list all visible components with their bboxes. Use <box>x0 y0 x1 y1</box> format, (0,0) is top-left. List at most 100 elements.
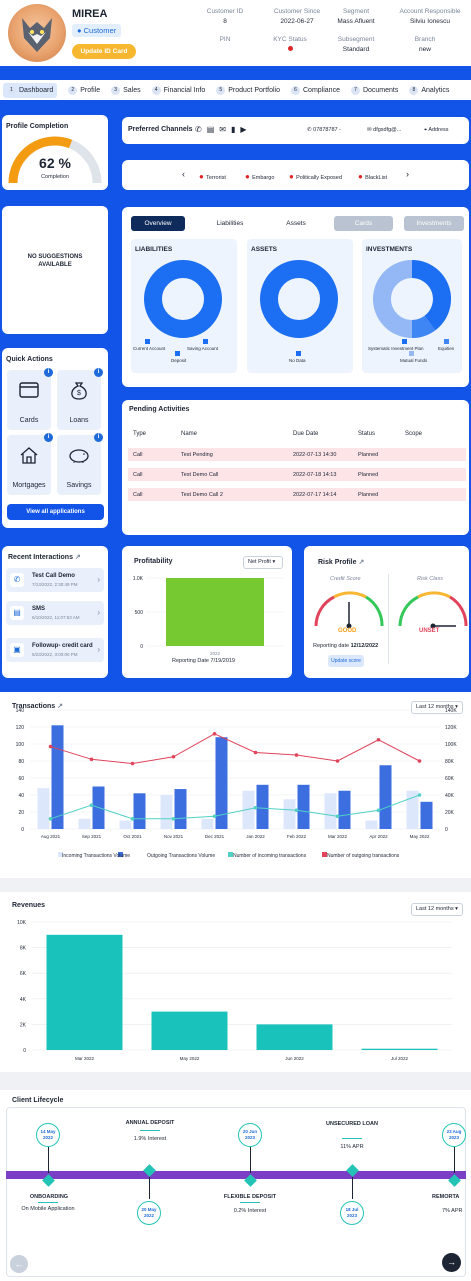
profit-metric-select[interactable]: Net Profit ▾ <box>243 556 283 569</box>
revenues-section: Revenues Last 12 months ▾ 0 2K 4K 6K 8K 10K Ma… <box>0 892 471 1072</box>
y-tick-label: 0 <box>23 1048 26 1054</box>
legend-swatch <box>228 852 233 857</box>
transactions-period-select[interactable]: Last 12 months ▾ <box>411 701 463 714</box>
profile-completion-card: Profile Completion 62 % Completion <box>2 115 108 190</box>
document-icon[interactable]: ▮ <box>230 125 236 134</box>
tab-liabilities[interactable]: Liabilities <box>216 220 244 227</box>
line-point <box>376 737 381 742</box>
milestone-title: REMORTA <box>432 1194 460 1200</box>
y2-tick-label: 20K <box>445 810 455 816</box>
investments-donut <box>373 260 451 338</box>
customer-name: MIREA <box>72 8 108 20</box>
table-row[interactable]: Call Test Pending 2022-07-13 14:30 Plann… <box>128 448 466 461</box>
update-score-button[interactable]: Update score <box>328 655 364 667</box>
profitability-chart: 0 500 1.0K 2022 <box>133 576 284 656</box>
tab-cards[interactable]: Cards <box>334 216 393 231</box>
external-link-icon[interactable]: ↗ <box>57 703 64 710</box>
legend-swatch <box>402 339 407 344</box>
tab-investments[interactable]: Investments <box>404 216 464 231</box>
bar-outgoing <box>51 725 64 829</box>
table-row[interactable]: Call Test Demo Call 2 2022-07-17 14:14 P… <box>128 488 466 501</box>
info-badge-icon: i <box>94 433 103 442</box>
customer-id-field: Customer ID 8 <box>190 8 260 25</box>
card-title: Revenues <box>12 902 46 909</box>
external-link-icon[interactable]: ↗ <box>74 554 81 561</box>
card-title: Profile Completion <box>6 123 69 130</box>
info-badge-icon: i <box>44 433 53 442</box>
milestone-sub: 1.9% Interest <box>133 1136 167 1142</box>
legend-incoming-volume <box>58 852 63 857</box>
y-tick-label: 4K <box>20 997 27 1003</box>
tab-assets[interactable]: Assets <box>286 220 306 227</box>
quick-action-mortgages[interactable]: Mortgages i <box>7 433 53 495</box>
milestone-title: ONBOARDING <box>29 1194 69 1200</box>
tab-compliance[interactable]: 6 Compliance <box>291 85 340 95</box>
legend-swatch <box>444 339 449 344</box>
bar-incoming <box>160 795 173 829</box>
field-label: Account Responsible <box>399 8 461 15</box>
chevron-left-icon[interactable]: ‹ <box>182 169 185 179</box>
pending-activities-card: Pending Activities <box>122 400 469 535</box>
tab-financial-info[interactable]: 4 Financial Info <box>151 85 205 95</box>
field-value: Mass Afluent <box>337 18 375 25</box>
risk-class-gauge <box>398 591 468 629</box>
list-item[interactable]: ▤ SMS 6/10/2022, 11:07:53 AM › <box>6 601 104 625</box>
bar-incoming <box>406 790 419 829</box>
milestone-sub: 11% APR <box>340 1144 364 1150</box>
update-id-card-button[interactable]: Update ID Card <box>72 44 136 59</box>
red-dot-icon: ● <box>289 172 297 181</box>
completion-gauge <box>8 136 102 184</box>
list-item[interactable]: ▣ Followup- credit card 5/23/2022, 3:00:… <box>6 638 104 662</box>
line-point <box>171 754 176 759</box>
mail-icon[interactable]: ✉ <box>219 125 226 134</box>
scroll-left-button[interactable]: ← <box>10 1255 28 1273</box>
quick-action-savings[interactable]: Savings i <box>57 433 103 495</box>
y-tick-label: 60 <box>18 776 24 782</box>
tab-product-portfolio[interactable]: 5 Product Portfolio <box>216 85 280 95</box>
scroll-right-button[interactable]: → <box>442 1253 461 1272</box>
connector <box>149 1177 150 1199</box>
line-point <box>171 817 176 821</box>
flag-label: BlackList <box>365 175 388 181</box>
select-value: Last 12 months <box>416 906 454 912</box>
phone-icon[interactable]: ✆ <box>195 125 202 134</box>
card-title: Preferred Channels <box>128 126 193 133</box>
chevron-right-icon[interactable]: › <box>406 169 409 179</box>
quick-action-label: Savings <box>66 482 92 489</box>
revenues-period-select[interactable]: Last 12 months ▾ <box>411 903 463 916</box>
tab-overview[interactable]: Overview <box>131 216 185 231</box>
legend-label: Outgoing Transactions Volume <box>147 853 216 859</box>
y-tick-label: 0 <box>140 644 143 650</box>
quick-action-loans[interactable]: $ Loans i <box>57 368 103 430</box>
column-header: Status <box>358 431 376 437</box>
tab-sales[interactable]: 3 Sales <box>111 85 141 95</box>
column-header: Due Date <box>293 431 319 437</box>
tab-dashboard[interactable]: 1 Dashboard <box>3 82 58 98</box>
reporting-prefix: Reporting date <box>313 643 350 649</box>
preferred-channels-card: Preferred Channels ✆ ▤ ✉ ▮ ▶ ✆ 07878787 … <box>122 117 469 144</box>
quick-action-label: Loans <box>69 417 89 424</box>
quick-action-cards[interactable]: Cards i <box>7 368 53 430</box>
list-item[interactable]: ✆ Test Call Demo 7/13/2022, 2:30:49 PM › <box>6 568 104 592</box>
suggestions-card: NO SUGGESTIONS AVAILABLE <box>2 206 108 334</box>
table-row[interactable]: Call Test Demo Call 2022-07-18 14:13 Pla… <box>128 468 466 481</box>
bar-incoming <box>324 793 337 829</box>
chat-icon[interactable]: ▤ <box>206 125 215 134</box>
play-icon[interactable]: ▶ <box>240 125 247 134</box>
external-link-icon[interactable]: ↗ <box>358 559 365 566</box>
tab-profile[interactable]: 2 Profile <box>68 85 100 95</box>
tab-number: 7 <box>350 85 360 95</box>
bar-outgoing <box>420 801 433 829</box>
field-label: Subsegment <box>337 36 375 43</box>
tab-documents[interactable]: 7 Documents <box>350 85 398 95</box>
column-header: Name <box>181 431 198 437</box>
date-line: 2023 <box>448 1135 459 1140</box>
card-title: Transactions ↗ <box>12 702 63 710</box>
tab-analytics[interactable]: 8 Analytics <box>409 85 449 95</box>
line-point <box>335 814 340 819</box>
cell-type: Call <box>133 452 143 458</box>
flag-blacklist: ● BlackList <box>358 172 387 181</box>
view-all-applications-button[interactable]: View all applications <box>7 504 104 520</box>
transactions-chart: 0 0 20 20K 40 40K 60 60K 80 80K 100 100K 120 120K 140 1… <box>16 708 458 839</box>
credit-score-gauge <box>314 591 384 629</box>
